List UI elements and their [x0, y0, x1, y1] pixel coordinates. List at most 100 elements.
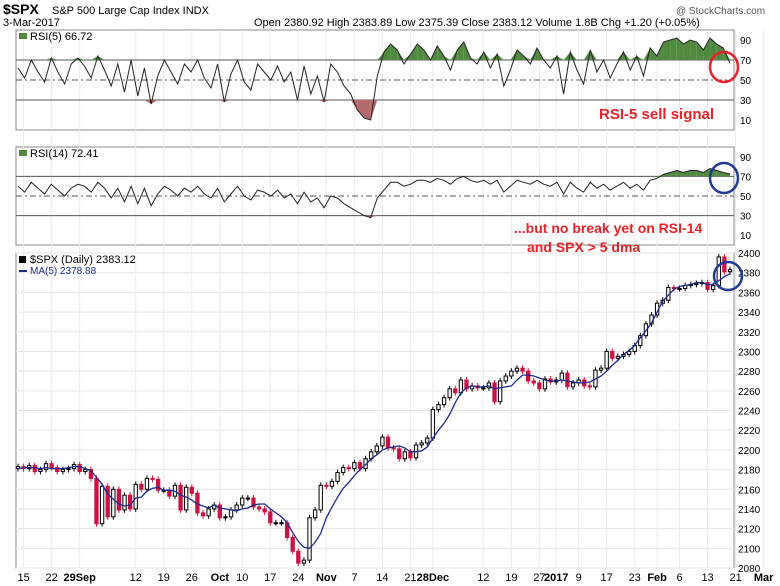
candle-body [509, 370, 514, 377]
rsi5-oversold-fill [224, 100, 231, 102]
price-y-tick: 2300 [738, 347, 761, 358]
candle-body [425, 437, 430, 444]
candle-body [514, 367, 520, 372]
candle-body [430, 409, 436, 439]
x-tick-label: 14 [376, 572, 388, 584]
candle-body [374, 445, 379, 453]
candle-body [492, 382, 497, 403]
candle-body [139, 483, 144, 490]
price-y-tick: 2080 [738, 564, 761, 575]
price-y-tick: 2280 [738, 367, 761, 378]
candle-body [346, 467, 351, 470]
rsi5-overbought-fill [517, 50, 524, 60]
rsi5-overbought-fill [437, 46, 444, 60]
rsi5-overbought-fill [383, 44, 391, 60]
candle-body [397, 448, 402, 460]
x-tick-label: 17 [264, 572, 276, 584]
rsi14-overbought-fill [703, 168, 711, 177]
price-y-tick: 2260 [738, 387, 761, 398]
candle-body [570, 382, 576, 388]
price-y-tick: 2380 [738, 269, 761, 280]
price-y-tick: 2240 [738, 407, 761, 418]
candle-body [419, 442, 424, 446]
x-tick-label: 17 [601, 572, 613, 584]
rsi14-annotation-line1: ...but no break yet on RSI-14 [514, 220, 702, 236]
candle-body [127, 494, 133, 510]
x-tick-label: 27 [533, 572, 545, 584]
candle-body [497, 380, 503, 403]
rsi5-overbought-fill [410, 44, 418, 60]
x-tick-label: 29Sep [63, 572, 96, 584]
candle-body [526, 370, 531, 382]
candle-body [408, 451, 413, 459]
rsi5-y-tick: 70 [740, 56, 752, 67]
candle-body [245, 497, 251, 500]
candle-body [481, 387, 486, 390]
candle-body [111, 488, 116, 518]
candle-body [189, 486, 194, 494]
rsi5-overbought-fill [417, 44, 424, 60]
rsi5-overbought-fill [563, 52, 571, 60]
rsi5-overbought-fill [510, 50, 518, 60]
rsi5-overbought-fill [723, 48, 730, 60]
candle-body [77, 464, 82, 473]
candle-body [116, 488, 122, 511]
rsi5-overbought-fill [696, 42, 704, 60]
candle-body [312, 509, 318, 519]
price-y-tick: 2100 [738, 544, 761, 555]
rsi5-line [17, 37, 731, 121]
candle-body [234, 504, 239, 511]
rsi5-y-tick: 90 [740, 36, 752, 47]
candle-body [55, 467, 60, 473]
candle-body [206, 508, 211, 517]
rsi5-legend-swatch [19, 33, 27, 39]
candle-body [307, 517, 312, 561]
candle-body [722, 256, 727, 273]
candle-body [385, 436, 391, 449]
candle-body [296, 550, 301, 564]
rsi5-overbought-fill [670, 38, 677, 60]
price-y-tick: 2160 [738, 485, 761, 496]
rsi5-overbought-fill [556, 56, 564, 60]
rsi5-overbought-fill [483, 52, 491, 60]
candle-body [380, 436, 385, 447]
x-tick-label: 10 [236, 572, 248, 584]
candle-body [144, 477, 150, 490]
candle-body [200, 512, 206, 517]
x-tick-label: 19 [158, 572, 170, 584]
rsi14-y-tick: 10 [740, 231, 752, 242]
rsi5-overbought-fill [523, 56, 531, 60]
x-tick-label: 24 [292, 572, 304, 584]
rsi5-overbought-fill [457, 42, 464, 60]
rsi5-title: RSI(5) 66.72 [30, 31, 92, 43]
rsi14-line [17, 168, 731, 219]
ma-legend: MA(5) 2378.88 [30, 266, 97, 277]
candle-body [610, 350, 615, 359]
candle-body [436, 404, 441, 411]
rsi5-sell-annotation: RSI-5 sell signal [599, 106, 714, 123]
x-tick-label: 6 [676, 572, 682, 584]
rsi5-overbought-fill [590, 50, 597, 60]
price-legend-swatch [19, 256, 26, 263]
candle-body [705, 282, 710, 290]
candle-body [565, 372, 570, 388]
x-tick-label: 12 [130, 572, 142, 584]
rsi5-overbought-fill [623, 52, 631, 60]
candle-body [240, 497, 245, 506]
price-plot [15, 253, 733, 567]
x-tick-label: 21 [404, 572, 416, 584]
rsi5-overbought-fill [676, 38, 684, 60]
rsi5-oversold-fill [350, 100, 358, 110]
price-y-tick: 2140 [738, 505, 761, 516]
candle-body [587, 385, 593, 388]
rsi5-y-tick: 10 [740, 116, 752, 127]
price-y-tick: 2320 [738, 328, 761, 339]
x-tick-label: 23 [629, 572, 641, 584]
rsi14-blue-circle [708, 161, 740, 195]
price-blue-circle [712, 260, 744, 292]
x-tick-label: 22 [46, 572, 58, 584]
candle-body [520, 367, 525, 372]
x-tick-label: 19 [505, 572, 517, 584]
rsi5-overbought-fill [650, 48, 657, 60]
candle-body [329, 480, 335, 487]
